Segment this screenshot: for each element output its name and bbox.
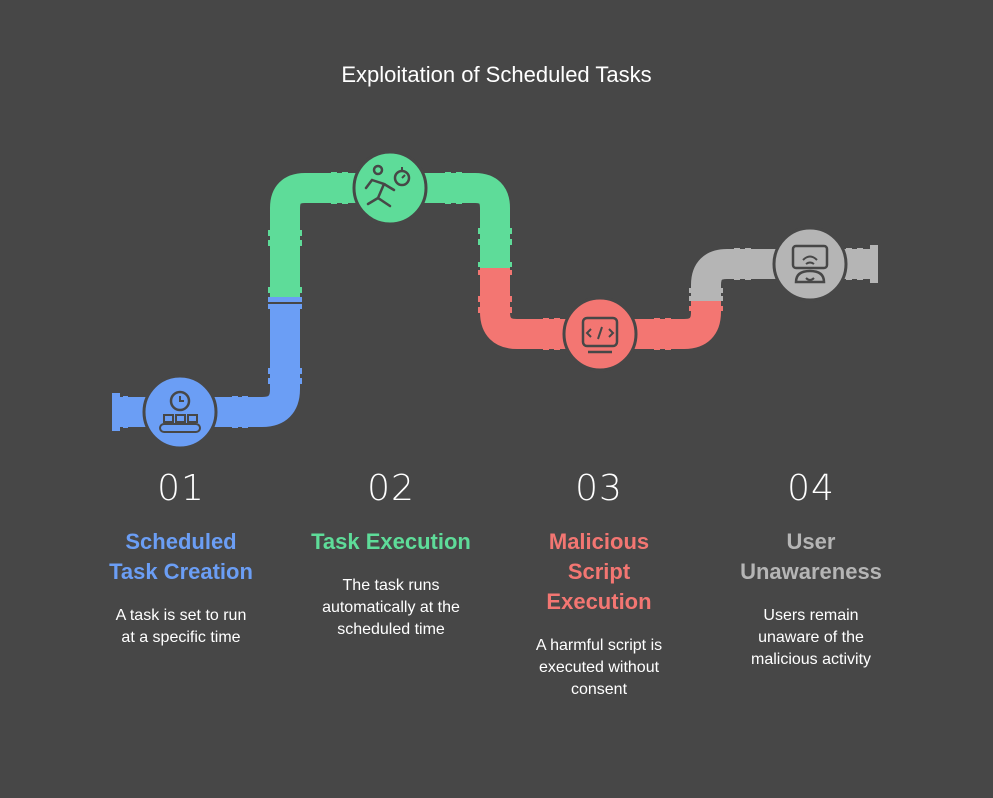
- heading-line: User: [786, 529, 836, 554]
- heading-line: Script: [567, 559, 631, 584]
- description-line: automatically at the: [322, 599, 460, 616]
- pipe-segment-gray: [691, 249, 872, 300]
- oblivious-user-icon: [772, 226, 848, 302]
- diagram-title: Exploitation of Scheduled Tasks: [341, 62, 652, 87]
- step-number: 04: [787, 468, 835, 509]
- step-heading: User Unawareness: [706, 527, 916, 587]
- heading-line: Scheduled: [125, 529, 237, 554]
- step-description: A harmful script is executed without con…: [494, 635, 704, 701]
- description-line: malicious activity: [750, 651, 872, 668]
- description-line: The task runs: [342, 577, 440, 594]
- heading-line: Task Execution: [311, 529, 471, 554]
- description-line: executed without: [538, 659, 660, 676]
- description-line: unaware of the: [758, 629, 864, 646]
- description-line: A harmful script is: [535, 637, 663, 654]
- heading-line: Unawareness: [740, 559, 882, 584]
- heading-line: Malicious: [548, 529, 650, 554]
- step-number: 01: [157, 468, 205, 509]
- step-number: 02: [367, 468, 415, 509]
- heading-line: Execution: [546, 589, 652, 614]
- clock-conveyor-icon: [142, 374, 218, 450]
- step-description: A task is set to run at a specific time: [76, 605, 286, 649]
- description-line: consent: [570, 681, 628, 698]
- code-script-icon: [562, 296, 638, 372]
- pipe-flanges: [112, 172, 878, 431]
- description-line: at a specific time: [121, 629, 241, 646]
- step-description: The task runs automatically at the sched…: [286, 575, 496, 641]
- step-1: 01 Scheduled Task Creation A task is set…: [76, 468, 286, 649]
- description-line: Users remain: [763, 607, 859, 624]
- running-stopwatch-icon: [352, 150, 428, 226]
- step-description: Users remain unaware of the malicious ac…: [706, 605, 916, 671]
- description-line: A task is set to run: [115, 607, 247, 624]
- step-heading: Malicious Script Execution: [494, 527, 704, 617]
- pipe-segment-blue: [120, 308, 300, 427]
- heading-line: Task Creation: [109, 559, 253, 584]
- step-4: 04 User Unawareness Users remain unaware…: [706, 468, 916, 671]
- step-2: 02 Task Execution The task runs automati…: [286, 468, 496, 641]
- step-number: 03: [575, 468, 623, 509]
- step-heading: Task Execution: [286, 527, 496, 557]
- step-3: 03 Malicious Script Execution A harmful …: [494, 468, 704, 701]
- description-line: scheduled time: [337, 621, 445, 638]
- step-heading: Scheduled Task Creation: [76, 527, 286, 587]
